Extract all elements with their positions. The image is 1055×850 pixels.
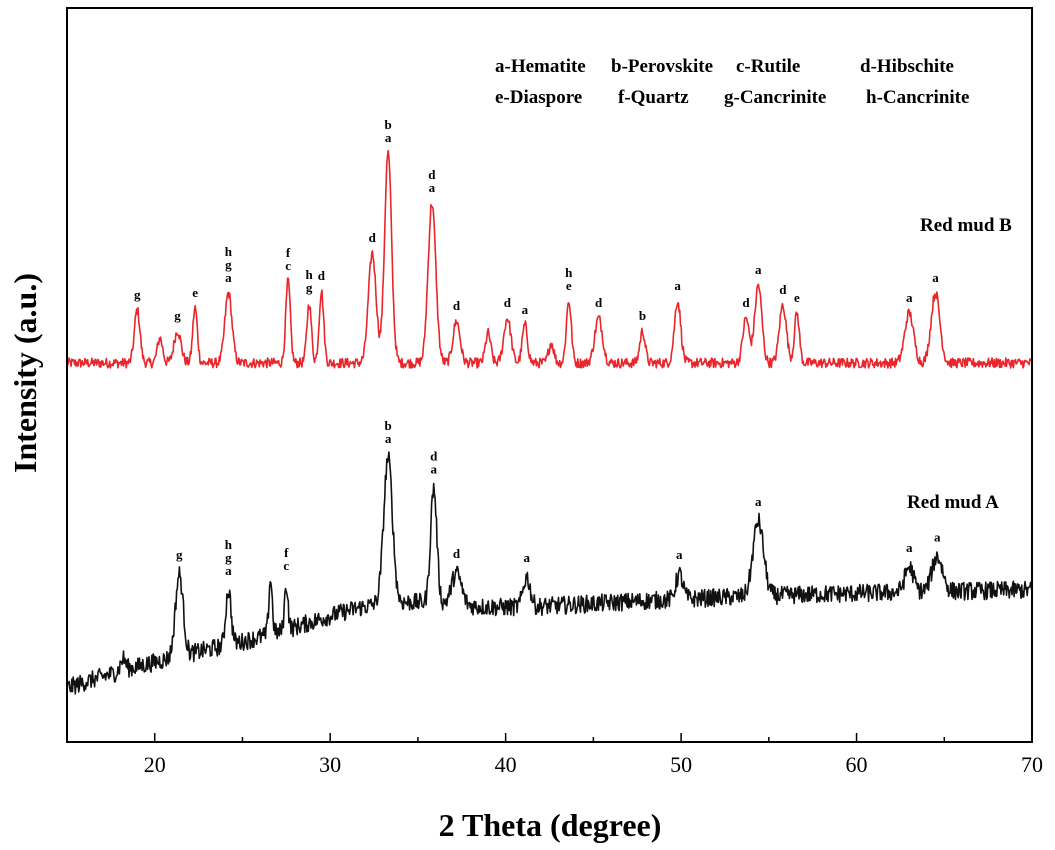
peak-label: g [174, 308, 181, 323]
peak-label: f [284, 545, 289, 560]
peak-label: h [305, 267, 313, 282]
peak-label: g [225, 257, 232, 272]
x-tick-label: 60 [846, 752, 868, 777]
axes: 20 30 40 50 60 70 [66, 7, 1043, 777]
peak-label: g [306, 280, 313, 295]
phase-legend: a-Hematite b-Perovskite c-Rutile d-Hibschit… [495, 56, 969, 108]
peak-label: e [566, 278, 572, 293]
x-tick-label: 70 [1021, 752, 1043, 777]
x-tick-label: 20 [144, 752, 166, 777]
peak-label: a [225, 270, 232, 285]
legend-entry: b-Perovskite [611, 56, 713, 77]
peak-label: g [176, 547, 183, 562]
x-tick-label: 40 [495, 752, 517, 777]
peak-label: a [755, 262, 762, 277]
peak-label: a [906, 290, 913, 305]
peak-label: d [318, 268, 326, 283]
peak-label: a [385, 431, 392, 446]
peak-label: c [285, 258, 291, 273]
series-line-red-mud-b [66, 149, 1033, 369]
peak-label: e [794, 290, 800, 305]
x-tick-label: 30 [319, 752, 341, 777]
legend-entry: h-Cancrinite [866, 87, 969, 108]
peak-label: h [225, 244, 233, 259]
peak-label: g [225, 550, 232, 565]
legend-entry: g-Cancrinite [724, 87, 826, 108]
peak-label: b [384, 418, 391, 433]
peak-label: d [428, 167, 436, 182]
peak-label: a [429, 180, 436, 195]
peak-label: d [595, 295, 603, 310]
x-tick-label: 50 [670, 752, 692, 777]
peak-label: a [430, 461, 437, 476]
peak-label: d [369, 230, 377, 245]
legend-entry: c-Rutile [736, 56, 800, 77]
peak-label: a [674, 278, 681, 293]
peak-label: a [522, 302, 529, 317]
peak-label: b [384, 117, 391, 132]
peak-label: f [286, 245, 291, 260]
peak-label: d [430, 448, 438, 463]
peak-label: a [906, 540, 913, 555]
peak-label: c [283, 558, 289, 573]
series-layer: Red mud B Red mud A [66, 149, 1033, 695]
peak-label: h [225, 537, 233, 552]
legend-entry: f-Quartz [618, 87, 689, 108]
y-axis-title: Intensity (a.u.) [7, 273, 43, 473]
x-axis-title: 2 Theta (degree) [439, 807, 662, 843]
legend-entry: e-Diaspore [495, 87, 582, 108]
peak-label: d [779, 282, 787, 297]
peak-label: g [134, 287, 141, 302]
legend-entry: a-Hematite [495, 56, 586, 77]
peak-label: a [523, 550, 530, 565]
peak-label: a [755, 494, 762, 509]
legend-entry: d-Hibschite [860, 56, 954, 77]
peak-label: d [742, 295, 750, 310]
peak-label: d [453, 546, 461, 561]
peak-label: a [225, 563, 232, 578]
peak-label: h [565, 265, 573, 280]
series-label-red-mud-a: Red mud A [907, 492, 999, 513]
peak-label: e [192, 285, 198, 300]
peak-label: b [639, 308, 646, 323]
peak-label: a [932, 270, 939, 285]
series-label-red-mud-b: Red mud B [920, 215, 1012, 236]
peak-label: d [453, 298, 461, 313]
peak-label: a [676, 547, 683, 562]
peak-label: a [934, 530, 941, 545]
peak-label: d [504, 295, 512, 310]
plot-frame [66, 7, 1033, 743]
series-line-red-mud-a [66, 451, 1033, 695]
peak-label: a [385, 130, 392, 145]
